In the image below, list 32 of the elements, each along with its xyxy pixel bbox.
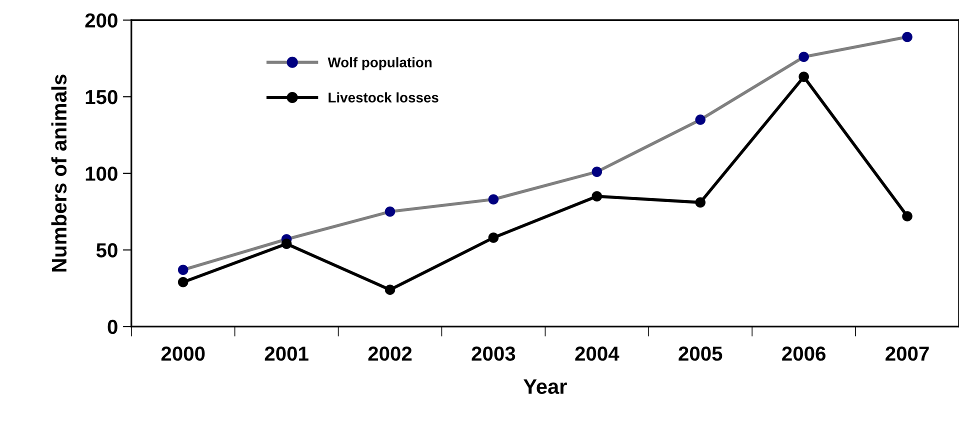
y-tick-label: 150 bbox=[86, 90, 118, 104]
x-tick-label: 2006 bbox=[782, 346, 826, 361]
y-tick-label: 50 bbox=[96, 243, 118, 258]
x-tick-label: 2003 bbox=[472, 346, 516, 361]
point bbox=[695, 114, 706, 125]
x-tick-label: 2004 bbox=[575, 346, 620, 361]
point bbox=[798, 52, 809, 62]
point bbox=[592, 166, 602, 177]
y-tick-label: 100 bbox=[86, 166, 118, 181]
x-tick-label: 2002 bbox=[368, 346, 412, 361]
legend-label: Livestock losses bbox=[328, 92, 438, 103]
point bbox=[384, 206, 396, 217]
x-tick-label: 2007 bbox=[886, 346, 929, 361]
y-tick-label: 0 bbox=[108, 320, 118, 334]
y-axis-title: Numbers of animals bbox=[51, 74, 67, 272]
point bbox=[592, 191, 602, 202]
x-tick-label: 2005 bbox=[678, 346, 722, 361]
point bbox=[488, 232, 499, 243]
point bbox=[488, 194, 499, 205]
x-tick-label: 2000 bbox=[161, 346, 205, 361]
point bbox=[281, 238, 292, 249]
point bbox=[178, 264, 188, 276]
point bbox=[384, 284, 396, 295]
point bbox=[902, 211, 912, 222]
legend-label: Wolf population bbox=[328, 57, 432, 70]
x-axis-title: Year bbox=[524, 379, 567, 394]
point bbox=[798, 72, 809, 82]
y-tick-label: 200 bbox=[85, 13, 118, 28]
point bbox=[178, 276, 188, 288]
point bbox=[695, 197, 706, 208]
point bbox=[902, 32, 912, 42]
x-tick-label: 2001 bbox=[264, 346, 308, 361]
